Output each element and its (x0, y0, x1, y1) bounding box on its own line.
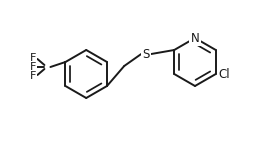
Text: S: S (143, 48, 150, 60)
Text: F: F (30, 62, 37, 72)
Text: N: N (191, 32, 199, 44)
Text: F: F (30, 71, 37, 81)
Text: F: F (30, 53, 37, 63)
Text: Cl: Cl (219, 68, 230, 80)
